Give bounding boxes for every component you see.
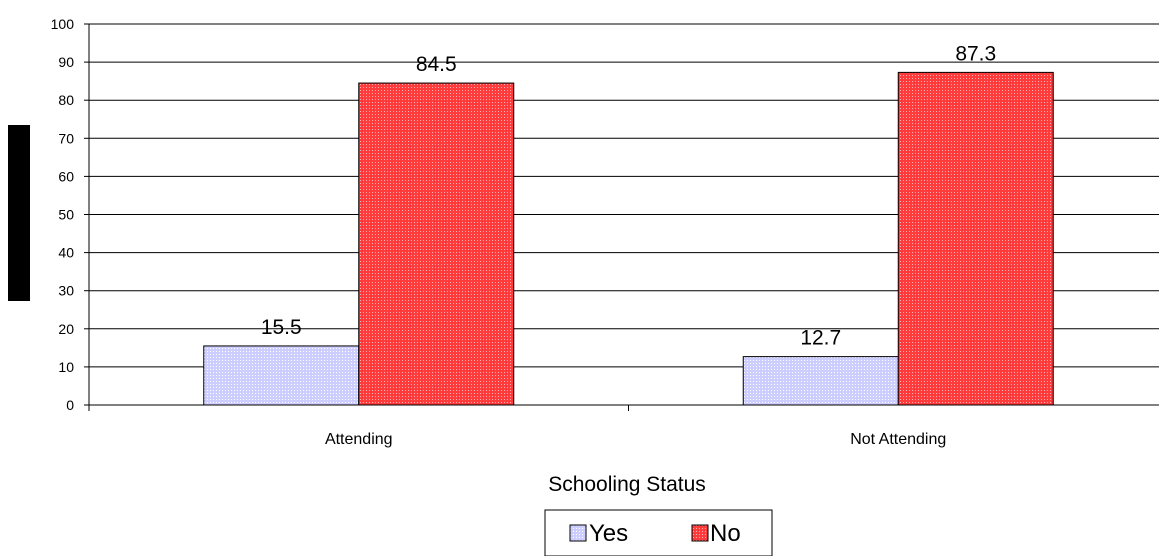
- y-tick-label: 40: [58, 245, 74, 261]
- y-tick-label: 20: [58, 321, 74, 337]
- data-label: 15.5: [261, 316, 302, 339]
- y-tick-label: 0: [66, 397, 74, 413]
- data-label: 12.7: [800, 327, 841, 350]
- category-label: Not Attending: [850, 431, 946, 448]
- legend-swatch-yes: [569, 524, 587, 542]
- data-labels: 15.5 84.5 12.7 87.3: [261, 42, 996, 349]
- bars: [203, 71, 1054, 406]
- bar-no-attending: [358, 82, 515, 406]
- bar-yes-attending: [203, 345, 360, 406]
- category-label: Attending: [325, 431, 393, 448]
- y-tick-label: 70: [58, 130, 74, 146]
- y-tick-label: 80: [58, 92, 74, 108]
- gridlines: [89, 23, 1159, 368]
- data-label: 87.3: [955, 42, 996, 65]
- y-tick-label: 30: [58, 283, 74, 299]
- ylabel-box: [8, 125, 30, 301]
- bar-yes-not-attending: [742, 356, 899, 406]
- y-tick-label: 90: [58, 54, 74, 70]
- y-tick-label: 50: [58, 207, 74, 223]
- y-tick-label: 60: [58, 168, 74, 184]
- legend-label-yes: Yes: [589, 520, 628, 547]
- bar-no-not-attending: [897, 71, 1054, 406]
- y-tick-label: 100: [51, 16, 75, 32]
- y-tick-label: 10: [58, 359, 74, 375]
- legend: Yes No: [544, 509, 773, 556]
- legend-label-no: No: [710, 520, 741, 547]
- data-label: 84.5: [416, 53, 457, 76]
- axes: [88, 24, 1159, 411]
- y-axis-ticks: 0 10 20 30 40 50 60 70 80 90 100: [51, 16, 89, 413]
- category-labels: Attending Not Attending: [325, 431, 946, 448]
- x-axis-title: Schooling Status: [548, 473, 706, 496]
- legend-swatch-no: [691, 524, 709, 542]
